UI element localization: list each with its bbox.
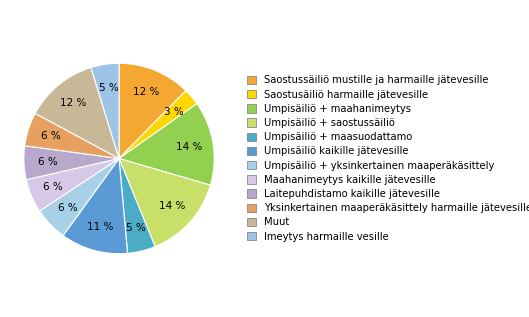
Text: 12 %: 12 % — [133, 87, 159, 97]
Wedge shape — [35, 68, 119, 158]
Text: 14 %: 14 % — [159, 201, 185, 211]
Wedge shape — [63, 158, 127, 254]
Text: 6 %: 6 % — [58, 203, 77, 213]
Text: 6 %: 6 % — [43, 182, 63, 191]
Wedge shape — [25, 113, 119, 158]
Text: 14 %: 14 % — [176, 142, 203, 152]
Text: 11 %: 11 % — [87, 222, 113, 232]
Text: 5 %: 5 % — [126, 223, 146, 233]
Text: 6 %: 6 % — [38, 157, 58, 167]
Text: 12 %: 12 % — [60, 98, 87, 108]
Wedge shape — [119, 104, 214, 185]
Text: 6 %: 6 % — [41, 132, 61, 141]
Wedge shape — [24, 146, 119, 180]
Wedge shape — [91, 63, 119, 158]
Wedge shape — [40, 158, 119, 236]
Wedge shape — [119, 158, 211, 247]
Text: 5 %: 5 % — [98, 83, 118, 93]
Wedge shape — [119, 91, 197, 158]
Legend: Saostussäiliö mustille ja harmaille jätevesille, Saostusäiliö harmaille jätevesi: Saostussäiliö mustille ja harmaille jäte… — [245, 74, 529, 243]
Wedge shape — [26, 158, 119, 211]
Wedge shape — [119, 63, 186, 158]
Text: 3 %: 3 % — [163, 107, 184, 117]
Wedge shape — [119, 158, 155, 253]
